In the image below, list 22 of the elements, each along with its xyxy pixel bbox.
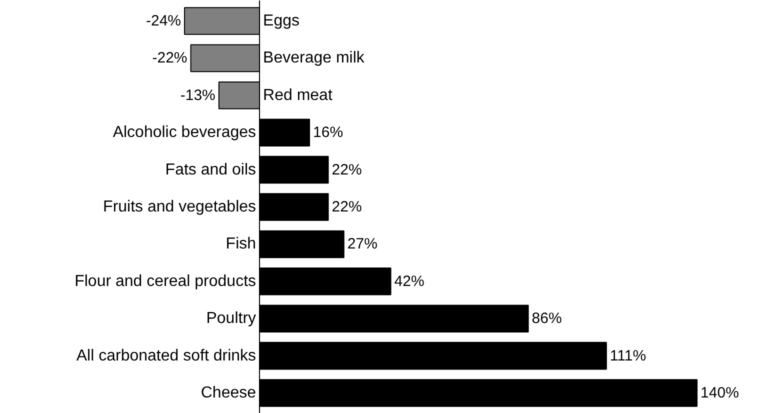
- data-label: 111%: [610, 347, 646, 364]
- data-label: -22%: [152, 50, 188, 67]
- data-label: 140%: [700, 384, 739, 402]
- data-label: 42%: [394, 272, 424, 290]
- y-tick-label: Fats and oils: [165, 161, 256, 178]
- y-tick-label: Poultry: [206, 310, 256, 328]
- y-tick-label: All carbonated soft drinks: [76, 347, 256, 364]
- data-label: 27%: [347, 236, 378, 253]
- y-tick-label: Fruits and vegetables: [103, 198, 256, 216]
- data-label: 22%: [332, 161, 362, 178]
- y-tick-label: Beverage milk: [263, 50, 366, 67]
- y-tick-label: Alcoholic beverages: [112, 124, 256, 142]
- data-label: 86%: [532, 310, 562, 328]
- data-label: -13%: [180, 86, 216, 104]
- y-tick-label: Fish: [226, 236, 256, 253]
- y-tick-label: Eggs: [263, 12, 300, 30]
- y-tick-label: Red meat: [263, 86, 333, 104]
- data-label: 22%: [332, 198, 362, 216]
- y-tick-label: Flour and cereal products: [74, 272, 256, 290]
- y-tick-label: Cheese: [200, 384, 256, 402]
- data-label: 16%: [313, 124, 344, 142]
- data-label: -24%: [146, 12, 182, 30]
